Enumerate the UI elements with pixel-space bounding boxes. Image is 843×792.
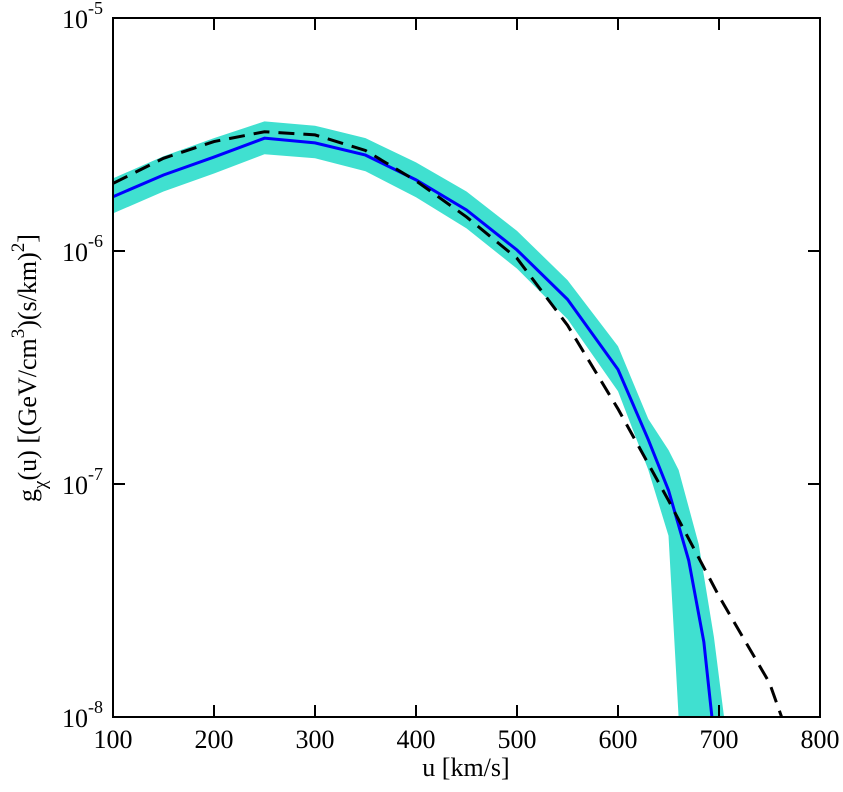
- y-tick-base: 10: [62, 238, 88, 267]
- y-tick-exponent: -6: [88, 231, 103, 251]
- x-tick-label: 700: [700, 725, 739, 754]
- y-tick-label: 10-7: [62, 464, 103, 500]
- y-label-part: g: [13, 489, 42, 502]
- x-tick-label: 600: [599, 725, 638, 754]
- y-label-part: ]: [13, 234, 42, 243]
- y-tick-label: 10-8: [62, 697, 103, 733]
- y-label-part: )(s/km): [13, 252, 42, 329]
- x-tick-label: 200: [195, 725, 234, 754]
- x-tick-label: 800: [801, 725, 840, 754]
- x-tick-label: 400: [397, 725, 436, 754]
- y-label-part: χ: [30, 480, 51, 490]
- x-tick-label: 500: [498, 725, 537, 754]
- y-axis-label: gχ(u) [(GeV/cm3)(s/km)2]: [8, 234, 51, 502]
- frame: [112, 17, 821, 718]
- y-tick-label: 10-5: [62, 0, 103, 34]
- x-axis-label: u [km/s]: [422, 753, 509, 782]
- x-tick-label: 300: [296, 725, 335, 754]
- y-label-part: 3: [8, 329, 29, 339]
- y-tick-base: 10: [62, 471, 88, 500]
- plot-area: [113, 121, 784, 717]
- y-tick-label: 10-6: [62, 231, 103, 267]
- y-tick-exponent: -7: [88, 464, 103, 484]
- y-label-part: 2: [8, 243, 29, 253]
- y-tick-exponent: -5: [88, 0, 103, 18]
- y-tick-base: 10: [62, 704, 88, 733]
- y-tick-base: 10: [62, 5, 88, 34]
- uncertainty-band: [113, 121, 725, 717]
- dashed-line: [113, 130, 784, 717]
- y-label-part: (u) [(GeV/cm: [13, 338, 42, 480]
- x-tick-label: 100: [94, 725, 133, 754]
- solid-line: [113, 136, 714, 717]
- y-tick-exponent: -8: [88, 697, 103, 717]
